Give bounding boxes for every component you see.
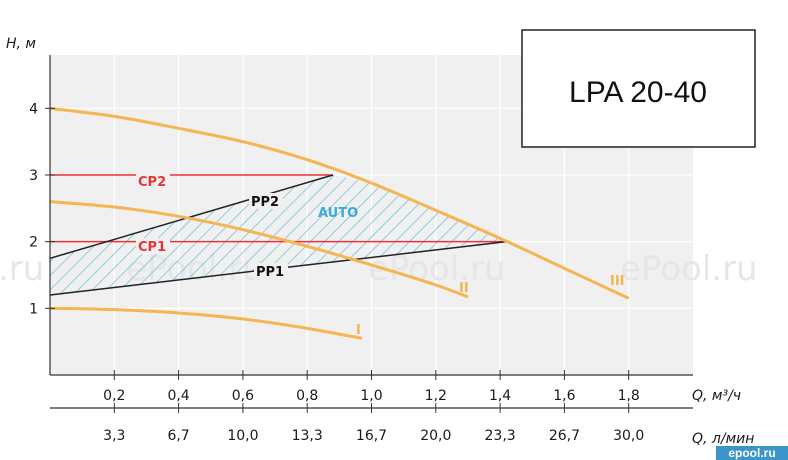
cp1-label: CP1 (138, 240, 166, 255)
curve-speed-3 (49, 106, 630, 300)
pp2-label: PP2 (251, 195, 279, 210)
x2-tick-label: 10,0 (227, 428, 258, 444)
x-tick-label: 0,2 (103, 388, 125, 404)
x-tick-label: 0,8 (296, 388, 318, 404)
chart-title: LPA 20-40 (569, 76, 707, 109)
x2-tick-label: 30,0 (613, 428, 644, 444)
x2-tick-label: 6,7 (167, 428, 189, 444)
curve-speed-2 (49, 200, 469, 299)
x-axis-label-m3h: Q, м³/ч (692, 388, 741, 404)
x2-tick-label: 13,3 (292, 428, 323, 444)
x2-tick-label: 20,0 (420, 428, 451, 444)
pp1-label: PP1 (256, 265, 284, 280)
x-tick-label: 1,0 (360, 388, 382, 404)
y-axis-label: H, м (6, 36, 36, 52)
x2-tick-label: 23,3 (485, 428, 516, 444)
cp1-label-bg (136, 238, 170, 254)
x2-tick-label: 3,3 (103, 428, 125, 444)
cp2-label: CP2 (138, 175, 166, 190)
ticks: 0,2 3,3 0,4 6,7 0,6 10,0 0,8 13,3 1,0 16,7 1,2 20,0… (29, 101, 644, 444)
pp2-line (49, 174, 334, 260)
speed-3-label: III (610, 274, 625, 289)
pp1-label-bg (254, 263, 288, 279)
title-box (521, 29, 756, 148)
cp2-label-bg (136, 173, 170, 189)
x-tick-label: 1,4 (489, 388, 511, 404)
speed-1-label: I (356, 323, 361, 338)
x-axis-label-lmin: Q, л/мин (692, 431, 754, 447)
x-tick-label: 0,4 (167, 388, 189, 404)
y-tick-label: 2 (29, 235, 38, 251)
x-tick-label: 1,8 (618, 388, 640, 404)
speed-2-label: II (459, 281, 469, 296)
x2-tick-label: 26,7 (549, 428, 580, 444)
watermark-right: ePool.ru (620, 249, 758, 289)
x-tick-label: 1,2 (425, 388, 447, 404)
auto-label: AUTO (318, 206, 358, 221)
y-tick-label: 3 (29, 168, 38, 184)
x2-tick-label: 16,7 (356, 428, 387, 444)
y-tick-label: 1 (29, 301, 38, 317)
watermark-left: .ru (0, 249, 44, 289)
auto-region-hatch (50, 175, 507, 295)
x-tick-label: 0,6 (232, 388, 254, 404)
pp2-label-bg (249, 193, 283, 209)
site-badge-text: epool.ru (728, 446, 775, 460)
x-tick-label: 1,6 (553, 388, 575, 404)
site-badge (716, 446, 788, 460)
y-tick-label: 4 (29, 101, 38, 117)
curve-speed-1 (49, 306, 363, 340)
